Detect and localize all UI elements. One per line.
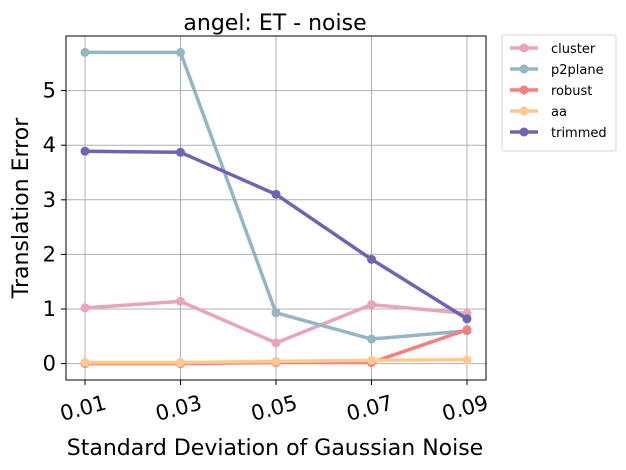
series-group bbox=[80, 47, 472, 369]
data-point bbox=[80, 47, 90, 57]
data-point bbox=[176, 47, 185, 57]
legend-item-robust: robust bbox=[510, 84, 592, 99]
legend-marker bbox=[519, 106, 529, 116]
legend-box bbox=[501, 34, 617, 152]
data-point bbox=[176, 147, 185, 157]
legend-marker bbox=[519, 43, 529, 53]
legend-marker bbox=[519, 127, 529, 137]
series-aa bbox=[80, 355, 472, 368]
data-point bbox=[462, 355, 472, 365]
y-axis-label: Translation Error bbox=[9, 117, 34, 299]
data-point bbox=[80, 303, 90, 313]
x-tick-label: 0.01 bbox=[57, 391, 108, 426]
data-point bbox=[367, 300, 376, 310]
legend-item-aa: aa bbox=[510, 105, 567, 120]
y-tick-label: 0 bbox=[43, 352, 56, 376]
y-tick-label: 2 bbox=[43, 242, 56, 266]
chart-title: angel: ET - noise bbox=[183, 11, 366, 36]
data-point bbox=[80, 146, 90, 156]
x-tick-label: 0.03 bbox=[153, 391, 204, 426]
data-point bbox=[462, 314, 472, 324]
data-point bbox=[176, 358, 185, 368]
data-point bbox=[80, 358, 90, 368]
data-point bbox=[271, 308, 281, 318]
series-trimmed bbox=[80, 146, 472, 324]
x-axis-label: Standard Deviation of Gaussian Noise bbox=[67, 436, 483, 461]
legend-item-cluster: cluster bbox=[510, 42, 596, 57]
data-point bbox=[367, 355, 376, 365]
legend-marker bbox=[519, 85, 529, 95]
legend-item-trimmed: trimmed bbox=[510, 126, 607, 141]
x-axis: 0.01 0.03 0.05 0.07 0.09 bbox=[57, 380, 491, 426]
data-point bbox=[271, 356, 281, 366]
legend-item-p2plane: p2plane bbox=[510, 63, 604, 78]
y-tick-label: 5 bbox=[43, 79, 56, 103]
y-axis: 0 1 2 3 4 5 bbox=[43, 79, 66, 376]
series-cluster bbox=[80, 296, 472, 348]
legend-label: p2plane bbox=[551, 63, 604, 78]
legend-marker bbox=[519, 64, 529, 74]
grid bbox=[66, 36, 486, 380]
y-tick-label: 1 bbox=[43, 297, 56, 321]
data-point bbox=[176, 296, 185, 306]
x-tick-label: 0.07 bbox=[344, 391, 395, 426]
data-point bbox=[462, 325, 472, 335]
data-point bbox=[271, 338, 281, 348]
data-point bbox=[367, 254, 376, 264]
legend: cluster p2plane robust aa trimmed bbox=[501, 34, 617, 152]
legend-label: robust bbox=[551, 84, 592, 99]
legend-label: cluster bbox=[551, 42, 596, 57]
data-point bbox=[367, 334, 376, 344]
x-tick-label: 0.09 bbox=[439, 391, 490, 426]
legend-label: trimmed bbox=[551, 126, 607, 141]
legend-label: aa bbox=[551, 105, 567, 120]
y-tick-label: 3 bbox=[43, 188, 56, 212]
x-tick-label: 0.05 bbox=[248, 391, 299, 426]
data-point bbox=[271, 189, 281, 199]
y-tick-label: 4 bbox=[43, 133, 56, 157]
